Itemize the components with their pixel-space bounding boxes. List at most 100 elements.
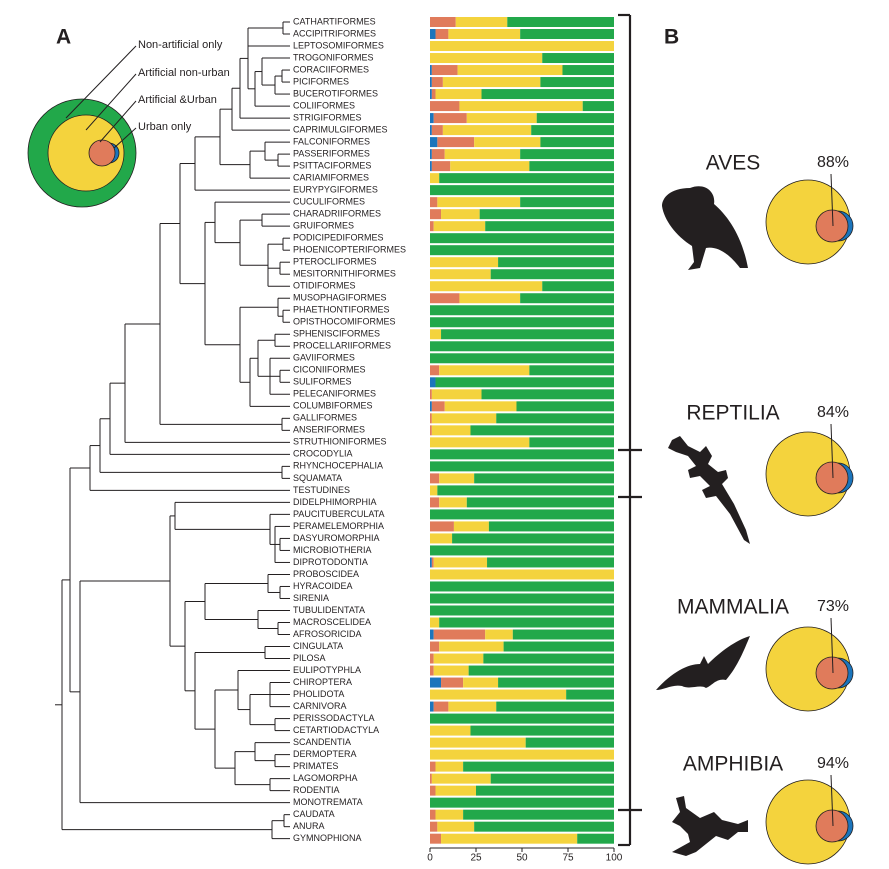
bar-segment xyxy=(430,653,434,664)
bar-segment xyxy=(439,617,614,628)
bar-segment xyxy=(430,113,434,124)
bar-segment xyxy=(490,773,614,784)
venn-circle xyxy=(88,139,116,167)
category-label: ACCIPITRIFORMES xyxy=(293,28,376,38)
category-label: CATHARTIFORMES xyxy=(293,16,376,26)
bar-segment xyxy=(430,53,543,64)
leader-line xyxy=(830,774,834,827)
bar-segment xyxy=(430,629,434,640)
bar-segment xyxy=(430,413,432,424)
bar-segment xyxy=(430,29,436,40)
venn-circle xyxy=(815,209,849,243)
bar-segment xyxy=(430,17,456,27)
bar-segment xyxy=(439,497,467,508)
bat-silhouette xyxy=(656,636,750,690)
category-label: CETARTIODACTYLA xyxy=(293,725,379,735)
bar-segment xyxy=(468,665,614,676)
bar-segment xyxy=(470,425,614,436)
bar-segment xyxy=(474,821,614,832)
bar-segment xyxy=(431,89,436,100)
category-label: PHAETHONTIFORMES xyxy=(293,305,390,315)
category-label: OPISTHOCOMIFORMES xyxy=(293,317,396,327)
category-label: MUSOPHAGIFORMES xyxy=(293,293,387,303)
bar-segment xyxy=(566,689,614,700)
bar-segment xyxy=(430,617,440,628)
category-label: FALCONIFORMES xyxy=(293,136,370,146)
bar-segment xyxy=(481,89,614,100)
bar-segment xyxy=(577,833,614,844)
bar-segment xyxy=(439,365,530,376)
bar-segment xyxy=(431,149,445,160)
category-label: DASYUROMORPHIA xyxy=(293,533,380,543)
category-label: CARNIVORA xyxy=(293,701,347,711)
bar-segment xyxy=(430,305,614,316)
bar-segment xyxy=(437,485,614,496)
category-label: OTIDIFORMES xyxy=(293,281,356,291)
legend-entry: Urban only xyxy=(138,121,192,133)
x-tick-label: 0 xyxy=(427,853,433,864)
bar-segment xyxy=(430,557,432,568)
bird-silhouette xyxy=(662,186,748,270)
category-label: EULIPOTYPHLA xyxy=(293,665,361,675)
bar-segment xyxy=(542,281,614,292)
class-label: AMPHIBIA xyxy=(683,753,783,776)
category-label: CARIAMIFORMES xyxy=(293,173,369,183)
category-label: SIRENIA xyxy=(293,593,329,603)
bar-segment xyxy=(441,677,464,688)
category-label: RODENTIA xyxy=(293,785,340,795)
bar-segment xyxy=(490,269,614,280)
bar-segment xyxy=(430,197,438,208)
bar-segment xyxy=(430,725,471,736)
category-label: PICIFORMES xyxy=(293,76,349,86)
category-label: PAUCITUBERCULATA xyxy=(293,509,385,519)
bar-segment xyxy=(430,173,440,184)
bar-segment xyxy=(485,221,614,232)
x-tick-label: 75 xyxy=(562,853,574,864)
bar-segment xyxy=(531,125,614,136)
bar-segment xyxy=(430,137,438,148)
category-label: PERAMELEMORPHIA xyxy=(293,521,384,531)
class-label: MAMMALIA xyxy=(677,596,789,619)
x-tick-label: 100 xyxy=(606,853,623,864)
bar-segment xyxy=(430,257,499,268)
bar-segment xyxy=(431,161,451,172)
bar-segment xyxy=(442,125,532,136)
bar-segment xyxy=(476,785,614,796)
leader-line xyxy=(113,127,137,149)
category-label: PODICIPEDIFORMES xyxy=(293,233,384,243)
bar-segment xyxy=(435,761,464,772)
bar-segment xyxy=(430,77,432,88)
bar-segment xyxy=(562,65,614,76)
bar-segment xyxy=(453,521,489,532)
bar-segment xyxy=(516,401,614,412)
percent-label: 84% xyxy=(817,404,849,421)
silhouettes xyxy=(656,186,750,856)
bar-segment xyxy=(430,833,442,844)
bar-segment xyxy=(439,641,504,652)
category-label: BUCEROTIFORMES xyxy=(293,88,378,98)
phylogeny xyxy=(55,21,290,840)
bar-segment xyxy=(525,737,614,748)
bar-segment xyxy=(481,389,614,400)
bar-segment xyxy=(430,89,432,100)
bar-segment xyxy=(448,701,497,712)
percent-label: 88% xyxy=(817,154,849,171)
bar-segment xyxy=(488,521,614,532)
bar-segment xyxy=(430,341,614,352)
bar-segment xyxy=(512,629,614,640)
bar-segment xyxy=(441,209,480,220)
bar-segment xyxy=(430,449,614,460)
leader-line xyxy=(830,423,834,479)
bar-segment xyxy=(430,437,530,448)
category-label: DIDELPHIMORPHIA xyxy=(293,497,377,507)
bar-segment xyxy=(463,677,499,688)
category-label: CAPRIMULGIFORMES xyxy=(293,124,388,134)
x-tick-label: 50 xyxy=(516,853,528,864)
category-label: CROCODYLIA xyxy=(293,449,353,459)
bar-segment xyxy=(433,665,469,676)
bar-segment xyxy=(430,761,436,772)
bar-segment xyxy=(487,557,614,568)
category-label: LEPTOSOMIFORMES xyxy=(293,40,384,50)
bar-segment xyxy=(582,101,614,112)
